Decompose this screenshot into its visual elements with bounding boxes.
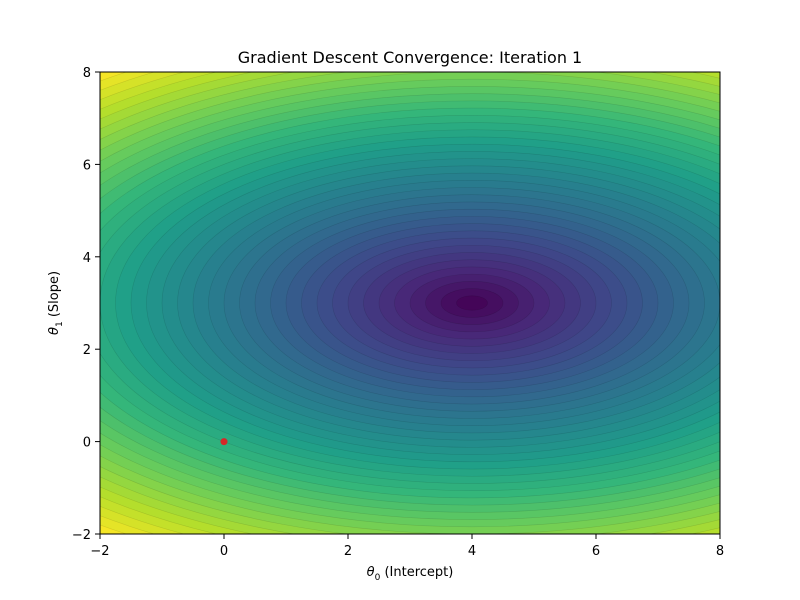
y-axis-label: θ1 (Slope) bbox=[47, 271, 65, 335]
y-axis-symbol: θ bbox=[47, 327, 62, 335]
x-tick-label: 8 bbox=[716, 544, 724, 559]
x-axis-subscript: 0 bbox=[375, 573, 381, 583]
x-axis-label: θ0 (Intercept) bbox=[367, 565, 454, 583]
y-tick-label: 2 bbox=[83, 343, 91, 358]
y-axis-ticks: −2 0 2 4 6 8 bbox=[72, 66, 100, 543]
plot-frame bbox=[99, 71, 721, 535]
x-tick-label: −2 bbox=[90, 544, 109, 559]
y-axis-label-text: (Slope) bbox=[47, 271, 62, 321]
descent-path bbox=[220, 438, 228, 446]
cost-contours bbox=[100, 72, 720, 534]
x-axis-label-text: (Intercept) bbox=[380, 565, 453, 580]
x-tick-label: 4 bbox=[468, 544, 476, 559]
y-tick-label: 8 bbox=[83, 66, 91, 81]
y-tick-label: 4 bbox=[83, 251, 91, 266]
y-tick-label: 6 bbox=[83, 158, 91, 173]
x-tick-label: 2 bbox=[344, 544, 352, 559]
x-axis-symbol: θ bbox=[367, 565, 375, 580]
y-axis-subscript: 1 bbox=[55, 321, 65, 327]
parameter-point bbox=[220, 438, 228, 446]
contour-band bbox=[456, 295, 488, 311]
y-tick-label: 0 bbox=[83, 436, 91, 451]
chart-title: Gradient Descent Convergence: Iteration … bbox=[238, 48, 582, 67]
y-tick-label: −2 bbox=[72, 528, 91, 543]
x-axis-ticks: −2 0 2 4 6 8 bbox=[90, 534, 724, 559]
plot-area bbox=[99, 71, 721, 535]
x-tick-label: 0 bbox=[220, 544, 228, 559]
x-tick-label: 6 bbox=[592, 544, 600, 559]
